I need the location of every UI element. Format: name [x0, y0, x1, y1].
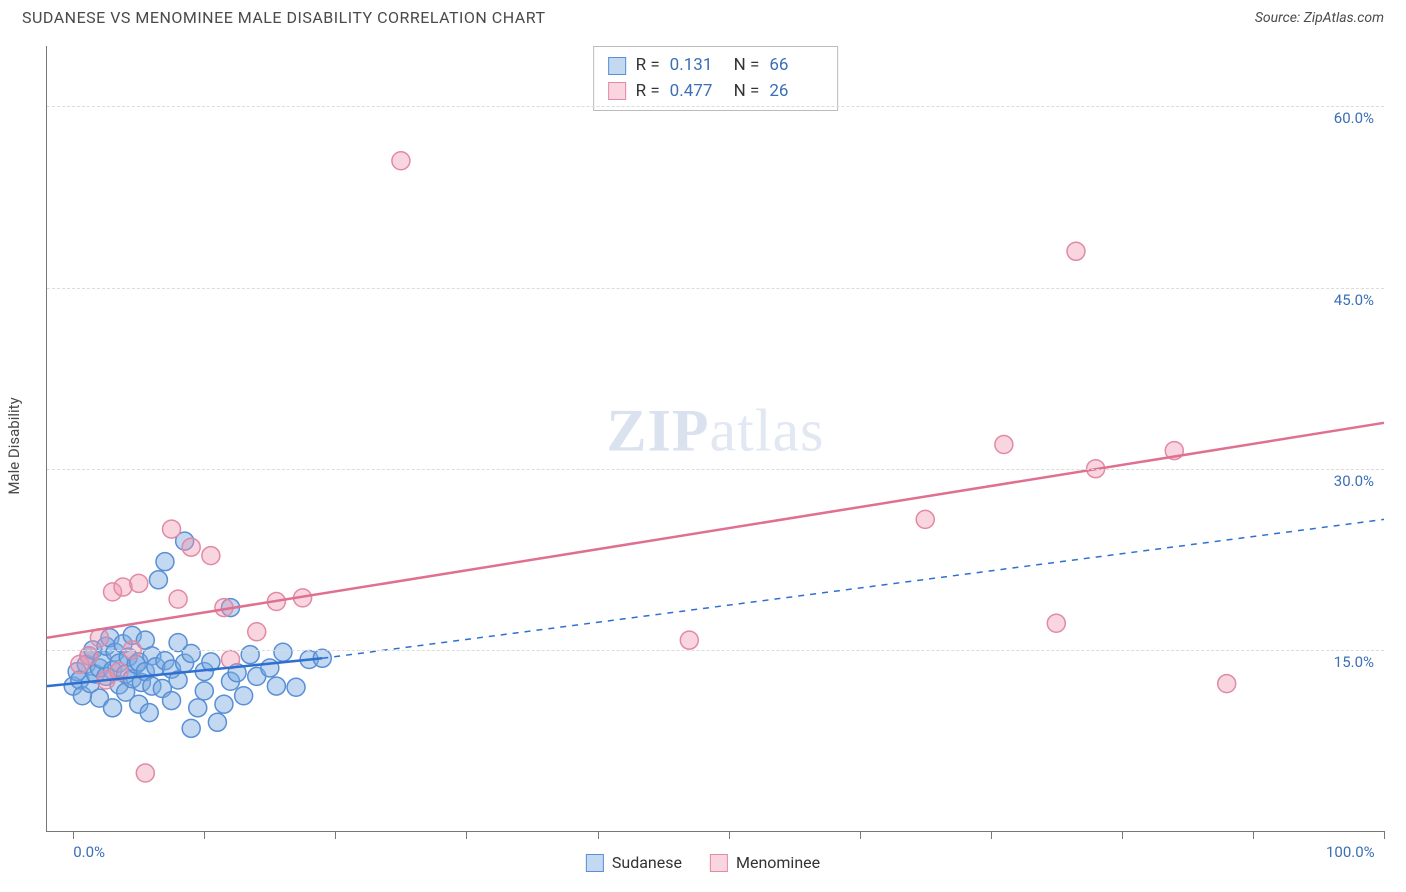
gridline [47, 106, 1384, 107]
chart-title: SUDANESE VS MENOMINEE MALE DISABILITY CO… [22, 8, 545, 27]
trend-line-a-extrapolated [322, 519, 1384, 658]
x-tick [204, 831, 205, 839]
data-point [195, 682, 213, 700]
y-axis-label: Male Disability [5, 397, 23, 494]
data-point [202, 547, 220, 565]
data-point [136, 764, 154, 782]
data-point [680, 631, 698, 649]
data-point [182, 538, 200, 556]
swatch-b-icon [710, 854, 728, 872]
x-tick [860, 831, 861, 839]
data-point [916, 510, 934, 528]
data-point [163, 692, 181, 710]
r-value-a: 0.131 [670, 53, 724, 79]
data-point [235, 687, 253, 705]
x-tick-label: 0.0% [73, 843, 105, 861]
data-point [140, 704, 158, 722]
legend: Sudanese Menominee [586, 853, 820, 872]
legend-item-sudanese: Sudanese [586, 853, 682, 872]
y-tick-label: 30.0% [1334, 472, 1374, 490]
x-tick-label: 100.0% [1326, 843, 1375, 861]
gridline [47, 288, 1384, 289]
trend-line-b [47, 423, 1384, 638]
x-tick [991, 831, 992, 839]
data-point [995, 436, 1013, 454]
data-point [1218, 675, 1236, 693]
source-label: Source: ZipAtlas.com [1255, 10, 1384, 26]
data-point [267, 677, 285, 695]
x-tick [598, 831, 599, 839]
legend-item-menominee: Menominee [710, 853, 820, 872]
data-point [114, 578, 132, 596]
stats-row-a: R = 0.131 N = 66 [608, 53, 824, 79]
y-tick-label: 60.0% [1334, 109, 1374, 127]
data-point [1067, 242, 1085, 260]
swatch-a [608, 57, 626, 75]
x-tick [335, 831, 336, 839]
data-point [274, 643, 292, 661]
legend-label-b: Menominee [736, 853, 820, 872]
data-point [189, 699, 207, 717]
stats-box: R = 0.131 N = 66 R = 0.477 N = 26 [593, 46, 839, 111]
stats-row-b: R = 0.477 N = 26 [608, 79, 824, 105]
gridline [47, 469, 1384, 470]
data-point [104, 699, 122, 717]
data-point [130, 574, 148, 592]
x-tick [73, 831, 74, 839]
data-point [149, 571, 167, 589]
data-point [241, 646, 259, 664]
data-point [163, 520, 181, 538]
x-tick [729, 831, 730, 839]
y-tick-label: 45.0% [1334, 291, 1374, 309]
n-value-a: 66 [769, 53, 823, 79]
data-point [182, 644, 200, 662]
scatter-chart: ZIPatlas R = 0.131 N = 66 R = 0.477 N = … [46, 46, 1384, 832]
gridline [47, 650, 1384, 651]
x-tick [1253, 831, 1254, 839]
x-tick [1122, 831, 1123, 839]
plot-svg [47, 46, 1384, 831]
data-point [392, 152, 410, 170]
y-tick-label: 15.0% [1334, 653, 1374, 671]
swatch-b [608, 82, 626, 100]
legend-label-a: Sudanese [612, 853, 682, 872]
data-point [287, 678, 305, 696]
data-point [215, 695, 233, 713]
x-tick [466, 831, 467, 839]
data-point [248, 623, 266, 641]
data-point [182, 719, 200, 737]
swatch-a-icon [586, 854, 604, 872]
data-point [1047, 614, 1065, 632]
r-value-b: 0.477 [670, 79, 724, 105]
data-point [156, 553, 174, 571]
x-tick [1384, 831, 1385, 839]
data-point [169, 590, 187, 608]
data-point [261, 659, 279, 677]
data-point [208, 713, 226, 731]
n-value-b: 26 [769, 79, 823, 105]
